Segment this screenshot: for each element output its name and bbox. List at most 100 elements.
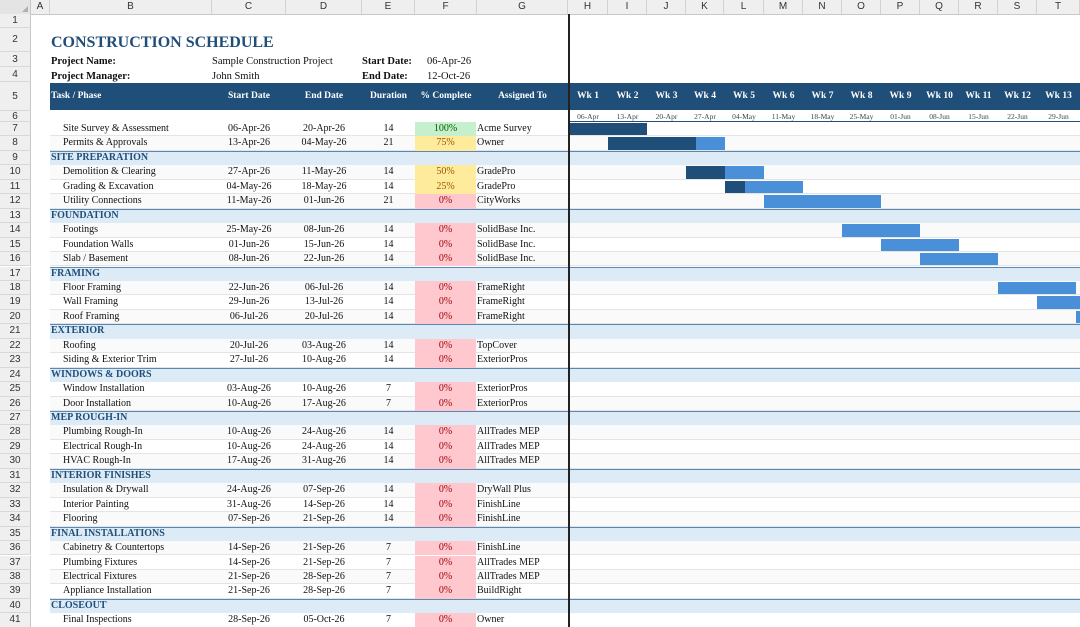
task-percent-complete[interactable]: 0% — [415, 252, 476, 267]
task-name[interactable]: Demolition & Clearing — [63, 166, 156, 178]
task-assigned-to[interactable]: GradePro — [477, 166, 516, 178]
header-start-date[interactable]: Start Date — [228, 91, 270, 101]
task-name[interactable]: Door Installation — [63, 397, 132, 409]
phase-label[interactable]: MEP ROUGH-IN — [51, 412, 128, 423]
task-percent-complete[interactable]: 0% — [415, 194, 476, 209]
week-header[interactable]: Wk 1 — [577, 91, 599, 101]
task-duration[interactable]: 14 — [383, 513, 394, 525]
task-duration[interactable]: 14 — [383, 224, 394, 236]
task-start-date[interactable]: 27-Jul-26 — [229, 354, 269, 366]
task-duration[interactable]: 14 — [383, 238, 394, 250]
task-assigned-to[interactable]: AllTrades MEP — [477, 570, 540, 582]
task-start-date[interactable]: 20-Jul-26 — [229, 339, 269, 351]
row-header[interactable]: 23 — [0, 353, 31, 368]
row-header[interactable]: 19 — [0, 295, 31, 310]
week-header[interactable]: Wk 9 — [889, 91, 912, 101]
phase-label[interactable]: EXTERIOR — [51, 325, 105, 337]
task-end-date[interactable]: 03-Aug-26 — [302, 339, 346, 351]
task-duration[interactable]: 14 — [383, 281, 394, 293]
task-start-date[interactable]: 24-Aug-26 — [227, 484, 271, 496]
task-assigned-to[interactable]: GradePro — [477, 180, 516, 192]
week-header[interactable]: Wk 2 — [616, 91, 639, 101]
task-start-date[interactable]: 10-Aug-26 — [227, 397, 271, 409]
row-header[interactable]: 21 — [0, 324, 31, 339]
column-header[interactable]: S — [998, 0, 1037, 14]
row-header[interactable]: 2 — [0, 28, 31, 52]
task-start-date[interactable]: 07-Sep-26 — [228, 513, 270, 525]
gantt-bar-remaining[interactable] — [881, 238, 959, 252]
gantt-bar-progress[interactable] — [569, 123, 647, 136]
row-header[interactable]: 5 — [0, 82, 31, 111]
gantt-bar-remaining[interactable] — [998, 281, 1076, 295]
task-percent-complete[interactable]: 0% — [415, 223, 476, 238]
column-header[interactable]: J — [647, 0, 686, 14]
row-header[interactable]: 31 — [0, 468, 31, 484]
task-duration[interactable]: 7 — [386, 397, 391, 409]
row-header[interactable]: 24 — [0, 367, 31, 383]
task-assigned-to[interactable]: BuildRight — [477, 585, 522, 597]
task-duration[interactable]: 7 — [386, 585, 391, 597]
row-header[interactable]: 3 — [0, 52, 31, 67]
task-duration[interactable]: 14 — [383, 166, 394, 178]
gantt-bar-remaining[interactable] — [920, 253, 998, 266]
task-end-date[interactable]: 18-May-26 — [301, 180, 347, 192]
task-end-date[interactable]: 11-May-26 — [301, 166, 347, 178]
task-name[interactable]: Floor Framing — [63, 281, 122, 293]
row-header[interactable]: 7 — [0, 122, 31, 137]
task-end-date[interactable]: 15-Jun-26 — [303, 238, 345, 250]
task-start-date[interactable]: 08-Jun-26 — [228, 253, 270, 265]
task-start-date[interactable]: 29-Jun-26 — [228, 296, 270, 308]
task-assigned-to[interactable]: FrameRight — [477, 281, 525, 293]
task-assigned-to[interactable]: DryWall Plus — [477, 484, 531, 496]
task-assigned-to[interactable]: FinishLine — [477, 542, 521, 554]
task-percent-complete[interactable]: 0% — [415, 584, 476, 599]
task-assigned-to[interactable]: SolidBase Inc. — [477, 224, 536, 236]
task-start-date[interactable]: 31-Aug-26 — [227, 498, 271, 510]
task-duration[interactable]: 7 — [386, 556, 391, 568]
week-header[interactable]: Wk 6 — [772, 91, 795, 101]
row-header[interactable]: 26 — [0, 396, 31, 411]
week-header[interactable]: Wk 11 — [965, 91, 992, 101]
task-percent-complete[interactable]: 0% — [415, 338, 476, 354]
task-percent-complete[interactable]: 50% — [415, 165, 476, 180]
column-header[interactable]: I — [608, 0, 647, 14]
gantt-bar-remaining[interactable] — [764, 195, 881, 208]
task-percent-complete[interactable]: 0% — [415, 497, 476, 513]
phase-label[interactable]: CLOSEOUT — [51, 599, 107, 611]
task-percent-complete[interactable]: 0% — [415, 541, 476, 556]
task-duration[interactable]: 21 — [383, 137, 394, 149]
task-duration[interactable]: 14 — [383, 455, 394, 467]
task-assigned-to[interactable]: CityWorks — [477, 195, 521, 207]
task-start-date[interactable]: 25-May-26 — [226, 224, 272, 236]
task-end-date[interactable]: 21-Sep-26 — [303, 513, 345, 525]
row-header[interactable]: 12 — [0, 194, 31, 209]
gantt-bar-remaining[interactable] — [1076, 310, 1080, 324]
column-header[interactable]: B — [50, 0, 212, 14]
column-header[interactable]: M — [764, 0, 803, 14]
task-end-date[interactable]: 04-May-26 — [301, 137, 347, 149]
week-header[interactable]: Wk 3 — [655, 91, 678, 101]
row-header[interactable]: 29 — [0, 439, 31, 455]
column-header[interactable]: E — [362, 0, 415, 14]
task-percent-complete[interactable]: 0% — [415, 569, 476, 585]
row-header[interactable]: 25 — [0, 382, 31, 397]
task-percent-complete[interactable]: 100% — [415, 122, 476, 137]
column-header[interactable]: G — [477, 0, 568, 14]
task-name[interactable]: Final Inspections — [63, 614, 132, 626]
task-percent-complete[interactable]: 0% — [415, 295, 476, 310]
row-header[interactable]: 32 — [0, 483, 31, 498]
task-start-date[interactable]: 04-May-26 — [226, 180, 272, 192]
week-header[interactable]: Wk 8 — [850, 91, 873, 101]
phase-label[interactable]: FOUNDATION — [51, 209, 119, 221]
task-end-date[interactable]: 28-Sep-26 — [303, 585, 345, 597]
task-start-date[interactable]: 11-May-26 — [226, 195, 272, 207]
task-name[interactable]: Roofing — [63, 339, 96, 351]
task-assigned-to[interactable]: AllTrades MEP — [477, 440, 540, 452]
column-header[interactable]: L — [724, 0, 764, 14]
row-header[interactable]: 18 — [0, 280, 31, 296]
task-assigned-to[interactable]: AllTrades MEP — [477, 556, 540, 568]
task-duration[interactable]: 14 — [383, 440, 394, 452]
task-assigned-to[interactable]: ExteriorPros — [477, 383, 528, 395]
task-name[interactable]: Interior Painting — [63, 498, 129, 510]
task-assigned-to[interactable]: ExteriorPros — [477, 397, 528, 409]
